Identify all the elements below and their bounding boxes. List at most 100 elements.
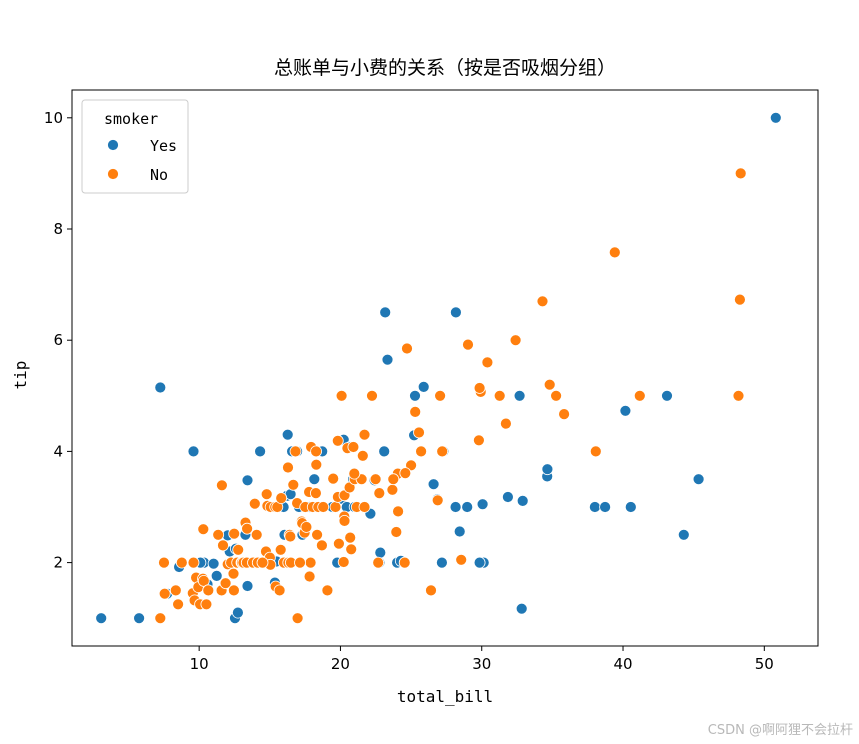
data-point-yes — [427, 478, 440, 491]
data-point-no — [172, 598, 185, 611]
points-layer — [95, 111, 782, 625]
data-point-yes — [210, 570, 223, 582]
y-tick-label: 6 — [53, 331, 63, 349]
x-axis: 10 20 30 40 50 — [190, 646, 774, 673]
data-point-yes — [473, 556, 486, 569]
x-tick-label: 30 — [472, 655, 491, 673]
data-point-no — [250, 528, 263, 541]
data-point-no — [248, 497, 261, 510]
legend-label-no: No — [150, 166, 168, 184]
data-point-yes — [374, 546, 387, 559]
data-point-no — [227, 567, 240, 580]
data-point-no — [734, 167, 747, 180]
data-point-no — [311, 528, 324, 541]
data-point-yes — [476, 498, 489, 511]
legend-marker-yes — [107, 139, 119, 151]
watermark: CSDN @啊阿狸不会拉杆 — [707, 723, 853, 738]
data-point-no — [289, 445, 302, 458]
data-point-no — [633, 389, 646, 402]
data-point-no — [282, 461, 294, 474]
plot-frame — [71, 89, 819, 647]
data-point-yes — [133, 612, 146, 625]
data-point-no — [197, 523, 210, 536]
data-point-yes — [241, 580, 254, 592]
data-point-no — [175, 556, 188, 569]
data-point-yes — [381, 353, 394, 366]
data-point-no — [232, 543, 245, 556]
data-point-yes — [541, 463, 554, 476]
data-point-no — [589, 445, 602, 458]
data-point-no — [310, 458, 323, 471]
data-point-no — [608, 246, 621, 259]
y-axis-label: tip — [11, 361, 30, 390]
data-point-no — [373, 487, 386, 500]
data-point-no — [337, 556, 350, 568]
data-point-no — [356, 449, 369, 462]
legend: smoker Yes No — [81, 99, 189, 194]
y-axis: 2 4 6 8 10 — [44, 109, 72, 572]
data-point-no — [409, 405, 422, 418]
data-point-yes — [516, 494, 529, 507]
data-point-no — [732, 389, 745, 402]
data-point-no — [158, 587, 171, 600]
data-point-no — [347, 441, 360, 453]
data-point-no — [345, 543, 358, 556]
data-point-no — [348, 467, 361, 480]
data-point-no — [304, 556, 317, 569]
data-point-no — [338, 515, 351, 527]
data-point-no — [315, 539, 328, 552]
data-point-no — [241, 522, 254, 535]
data-point-yes — [187, 445, 200, 458]
data-point-yes — [95, 612, 108, 625]
data-point-yes — [461, 501, 474, 513]
data-point-no — [335, 389, 348, 402]
data-point-no — [344, 531, 357, 544]
data-point-yes — [417, 380, 430, 393]
data-point-no — [287, 478, 300, 491]
y-tick-label: 8 — [53, 220, 63, 238]
data-point-no — [317, 501, 330, 513]
data-point-no — [332, 537, 345, 550]
data-point-no — [260, 488, 273, 501]
data-point-no — [499, 417, 512, 430]
data-point-yes — [308, 473, 321, 486]
legend-marker-no — [107, 168, 119, 180]
data-point-no — [387, 473, 400, 486]
y-tick-label: 10 — [44, 109, 63, 127]
data-point-no — [369, 473, 382, 486]
data-point-no — [331, 434, 344, 447]
data-point-yes — [453, 525, 466, 538]
data-point-no — [436, 445, 449, 458]
data-point-no — [310, 445, 323, 458]
legend-title: smoker — [104, 110, 158, 128]
data-point-no — [493, 389, 506, 402]
data-point-no — [413, 426, 425, 439]
data-point-no — [366, 389, 378, 402]
data-point-yes — [692, 473, 705, 486]
data-point-no — [386, 483, 399, 496]
data-point-no — [154, 612, 167, 625]
data-point-no — [399, 467, 412, 480]
data-point-no — [481, 356, 494, 369]
legend-label-yes: Yes — [150, 137, 177, 155]
data-point-yes — [449, 501, 462, 513]
data-point-no — [473, 382, 486, 394]
data-point-no — [472, 434, 485, 447]
data-point-yes — [501, 491, 514, 503]
data-point-no — [431, 494, 444, 507]
data-point-yes — [624, 501, 637, 513]
data-point-no — [274, 543, 287, 556]
data-point-yes — [409, 389, 421, 402]
data-point-yes — [515, 602, 528, 615]
data-point-no — [543, 378, 556, 391]
data-point-no — [434, 389, 447, 402]
x-tick-label: 50 — [755, 655, 774, 673]
data-point-yes — [435, 556, 448, 569]
data-point-no — [256, 556, 269, 569]
data-point-no — [215, 479, 228, 492]
y-tick-label: 2 — [53, 554, 63, 572]
data-point-no — [462, 338, 474, 351]
data-point-no — [558, 408, 570, 421]
data-point-no — [187, 556, 200, 569]
